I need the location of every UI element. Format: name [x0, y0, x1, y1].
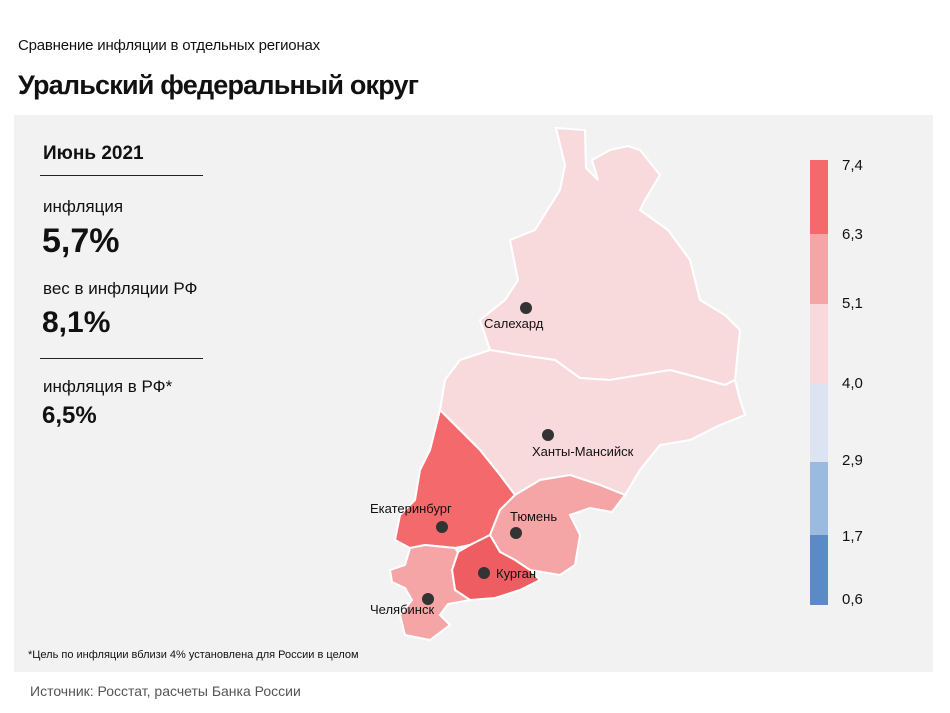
city-marker-yekaterinburg — [436, 521, 448, 533]
city-label-salekhard: Салехард — [484, 316, 544, 331]
legend-label-6: 1,7 — [842, 528, 863, 545]
city-label-khanty-mansiysk: Ханты-Мансийск — [532, 444, 634, 459]
legend-swatch-2 — [810, 234, 828, 304]
period-label: Июнь 2021 — [43, 143, 144, 164]
legend-swatch-4 — [810, 384, 828, 462]
weight-value: 8,1% — [42, 306, 111, 339]
legend-label-4: 4,0 — [842, 375, 863, 392]
legend-label-1: 7,4 — [842, 157, 863, 174]
legend-label-5: 2,9 — [842, 452, 863, 469]
rf-inflation-value: 6,5% — [42, 402, 97, 429]
city-label-kurgan: Курган — [496, 566, 536, 581]
legend-swatch-5 — [810, 462, 828, 535]
city-label-yekaterinburg: Екатеринбург — [370, 501, 452, 516]
legend-swatch-1 — [810, 160, 828, 234]
legend-label-7: 0,6 — [842, 591, 863, 608]
region-chelyabinsk — [388, 543, 473, 642]
divider-top — [40, 175, 203, 176]
page-title: Уральский федеральный округ — [18, 70, 419, 100]
source-line: Источник: Росстат, расчеты Банка России — [30, 683, 301, 699]
inflation-value: 5,7% — [42, 222, 120, 260]
city-marker-chelyabinsk — [422, 593, 434, 605]
footnote: *Цель по инфляции вблизи 4% установлена … — [28, 649, 359, 661]
city-marker-khanty-mansiysk — [542, 429, 554, 441]
legend-label-2: 6,3 — [842, 226, 863, 243]
rf-inflation-label: инфляция в РФ* — [43, 377, 173, 396]
inflation-label: инфляция — [43, 197, 124, 216]
legend-label-3: 5,1 — [842, 295, 863, 312]
city-label-chelyabinsk: Челябинск — [370, 602, 434, 617]
region-yanao — [478, 126, 742, 387]
page-subtitle: Сравнение инфляции в отдельных регионах — [18, 37, 320, 54]
weight-label: вес в инфляции РФ — [43, 279, 198, 298]
city-label-tyumen: Тюмень — [510, 509, 557, 524]
legend-swatch-6 — [810, 535, 828, 605]
divider-bottom — [40, 358, 203, 359]
city-marker-kurgan — [478, 567, 490, 579]
city-marker-tyumen — [510, 527, 522, 539]
legend-swatch-3 — [810, 304, 828, 384]
city-marker-salekhard — [520, 302, 532, 314]
